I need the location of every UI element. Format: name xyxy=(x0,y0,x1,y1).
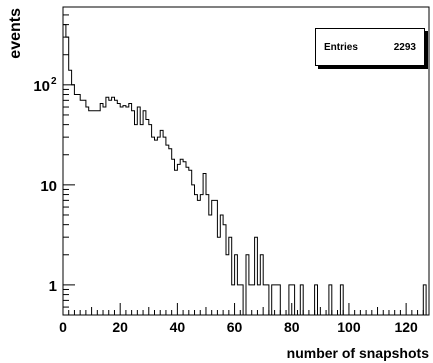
histogram-series xyxy=(62,24,429,316)
stats-label: Entries xyxy=(324,41,358,53)
x-axis: 0 20 40 60 80 100 120 xyxy=(59,303,430,335)
y-tick-exponent: 2 xyxy=(51,76,57,87)
x-axis-label: number of snapshots xyxy=(287,345,430,361)
x-tick-label: 20 xyxy=(112,319,128,335)
stats-box: Entries 2293 xyxy=(315,28,425,66)
x-tick-label: 0 xyxy=(59,319,67,335)
x-tick-label: 40 xyxy=(170,319,186,335)
x-tick-label: 100 xyxy=(337,319,361,335)
y-tick-label: 10 xyxy=(33,78,50,95)
x-tick-label: 80 xyxy=(284,319,300,335)
stats-value: 2293 xyxy=(393,41,416,53)
y-axis-label: events xyxy=(7,8,24,59)
x-tick-label: 60 xyxy=(227,319,243,335)
y-tick-label: 1 xyxy=(49,278,57,295)
x-tick-label: 120 xyxy=(394,319,418,335)
y-tick-label: 10 xyxy=(40,178,57,195)
